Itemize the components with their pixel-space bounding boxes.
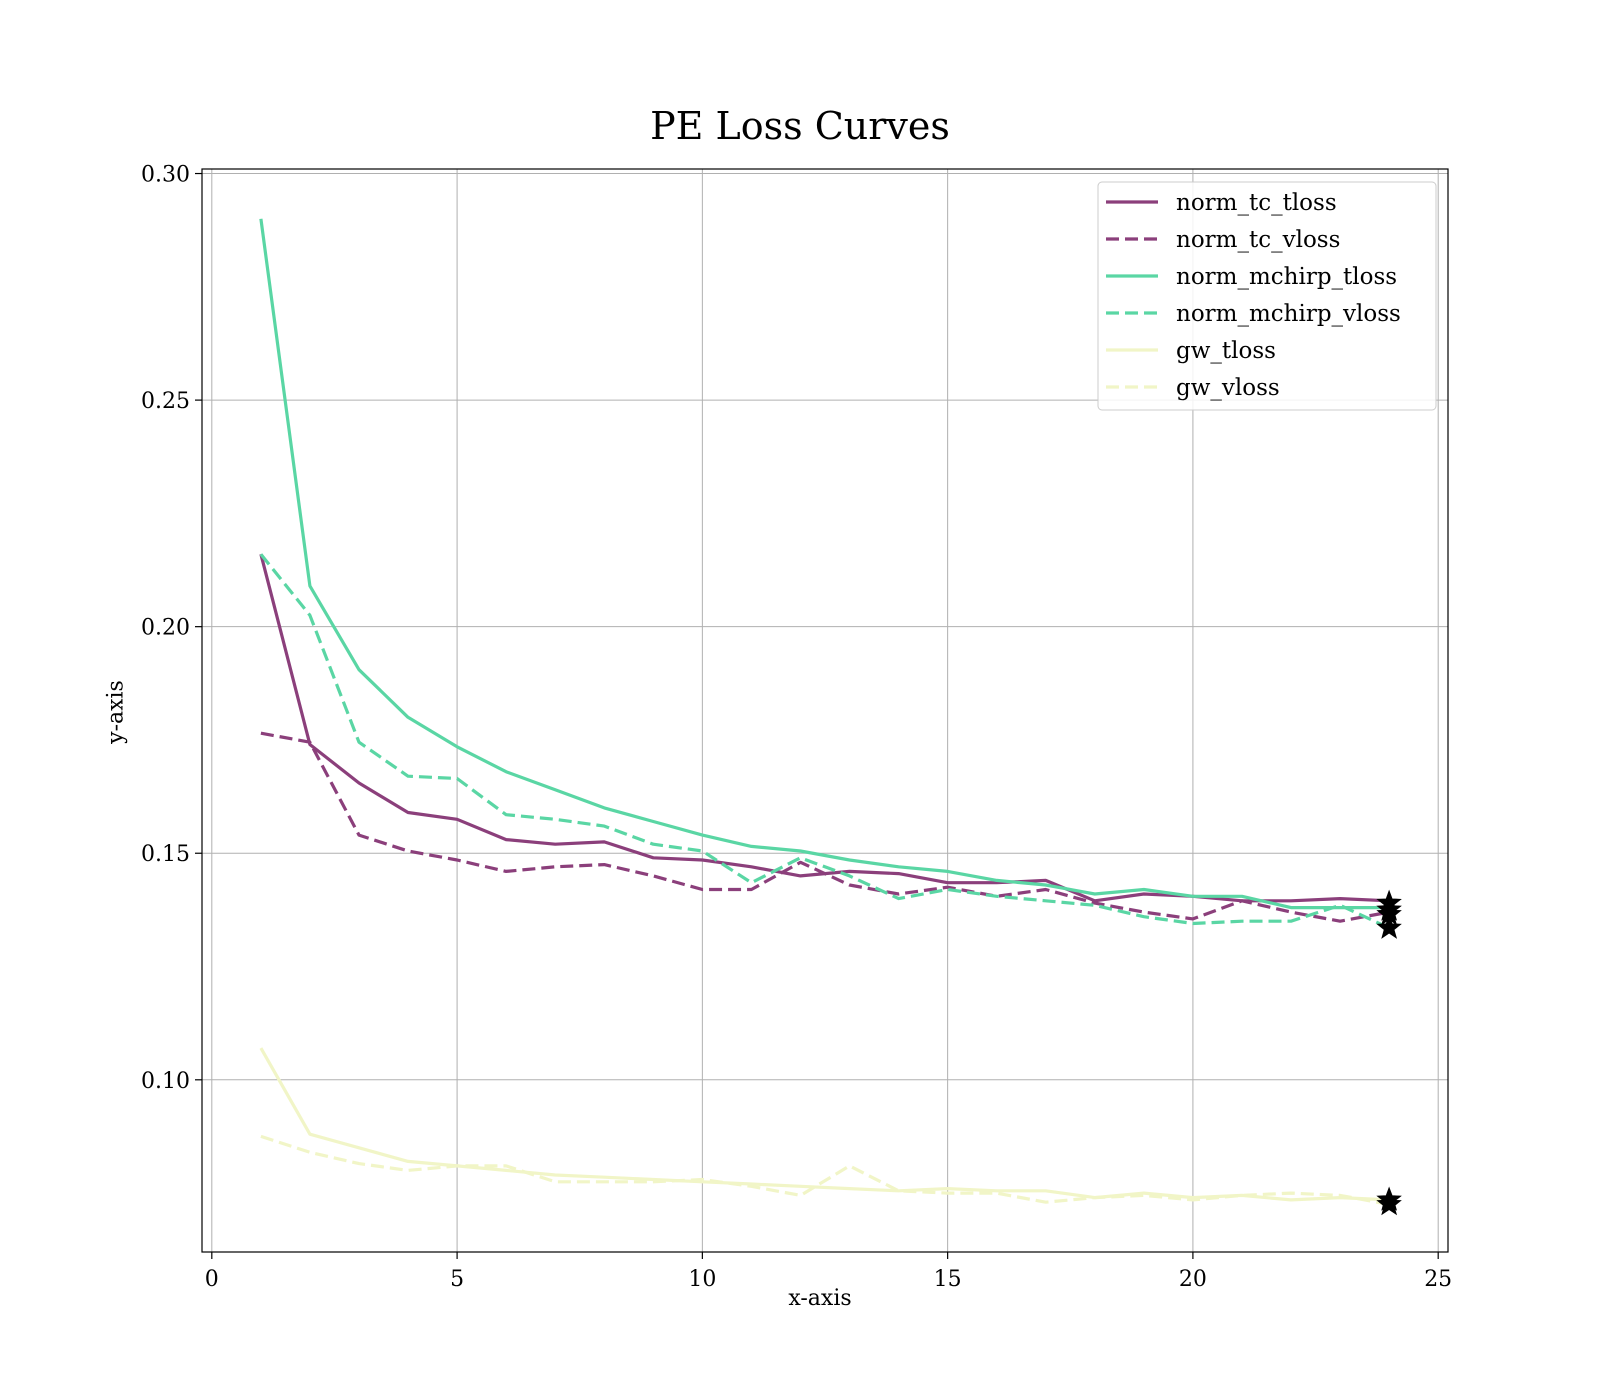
y-tick-label: 0.25 (141, 389, 190, 414)
legend-label: gw_tloss (1176, 338, 1276, 364)
y-tick-label: 0.15 (141, 842, 190, 867)
series-line-gw_tloss (259, 1047, 1390, 1202)
x-axis-label: x-axis (788, 1286, 852, 1311)
x-tick-label: 5 (450, 1267, 464, 1292)
x-tick-label: 0 (205, 1267, 219, 1292)
y-tick-label: 0.20 (141, 616, 190, 641)
legend-label: norm_tc_tloss (1176, 190, 1337, 216)
y-tick-label: 0.30 (141, 163, 190, 188)
series-line-norm_mchirp_tloss (259, 218, 1390, 910)
series-line-norm_tc_tloss (259, 553, 1390, 903)
series-line-norm_mchirp_vloss (259, 553, 1390, 930)
legend-label: gw_vloss (1176, 375, 1280, 401)
best-marker-star (1376, 1190, 1402, 1216)
series-line-gw_vloss (260, 1134, 1390, 1206)
legend-label: norm_tc_vloss (1176, 227, 1340, 253)
x-tick-label: 25 (1424, 1267, 1452, 1292)
axes-frame (201, 168, 1449, 1253)
chart-title: PE Loss Curves (650, 104, 950, 148)
legend-box (1097, 181, 1437, 411)
legend-label: norm_mchirp_tloss (1176, 264, 1397, 290)
x-tick-label: 15 (934, 1267, 962, 1292)
x-tick-label: 10 (688, 1267, 716, 1292)
x-tick-label: 20 (1179, 1267, 1207, 1292)
series-line-norm_tc_vloss (260, 731, 1390, 923)
y-axis-label: y-axis (103, 680, 129, 744)
best-marker-star (1376, 914, 1402, 939)
legend-label: norm_mchirp_vloss (1176, 301, 1401, 327)
y-tick-label: 0.10 (141, 1069, 190, 1094)
